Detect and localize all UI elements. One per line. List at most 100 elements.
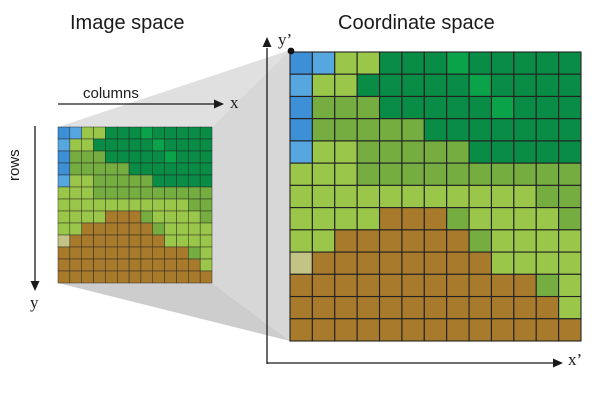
coordinate-space-cell (378, 162, 403, 186)
image-space-cell (81, 138, 94, 152)
image-space-cell (69, 222, 82, 236)
coordinate-space-cell (356, 229, 381, 253)
image-space-cell (81, 198, 94, 212)
image-space-cell (57, 162, 71, 176)
coordinate-space-cell (401, 118, 425, 142)
coordinate-space-cell (401, 51, 425, 75)
coordinate-space-cell (378, 229, 403, 253)
coordinate-space-cell (311, 229, 336, 253)
coordinate-space-cell (289, 295, 313, 320)
coordinate-space-cell (289, 184, 313, 209)
coordinate-space-cell (468, 73, 493, 98)
coordinate-space-cell (468, 207, 493, 231)
coordinate-space-cell (558, 95, 582, 120)
image-space-cell (93, 138, 106, 152)
image-space-cell (69, 210, 82, 224)
image-space-cell (152, 222, 165, 236)
coordinate-space-cell (468, 273, 493, 298)
coordinate-space-cell (446, 95, 470, 120)
origin-point (287, 47, 295, 55)
image-space-cell (199, 246, 213, 260)
coordinate-space-cell (423, 318, 448, 342)
coordinate-space-cell (356, 140, 381, 164)
coordinate-space-cell (446, 207, 470, 231)
coordinate-space-cell (490, 207, 515, 231)
image-space-cell (199, 186, 213, 200)
coordinate-space-cell (401, 162, 425, 186)
projection-frustum-top (58, 50, 290, 127)
image-space-cell (57, 150, 71, 164)
image-space-cell (164, 246, 177, 260)
image-space-cell (176, 174, 189, 188)
coordinate-space-cell (490, 295, 515, 320)
coordinate-space-cell (356, 207, 381, 231)
image-space-cell (128, 198, 142, 212)
coordinate-space-cell (356, 162, 381, 186)
coordinate-space-cell (289, 51, 313, 75)
coordinate-space-cell (311, 140, 336, 164)
y-prime-label: y’ (278, 30, 293, 49)
image-space-cell (105, 138, 118, 152)
coordinate-space-cell (356, 118, 381, 142)
image-space-cell (128, 126, 142, 140)
coordinate-space-cell (334, 207, 358, 231)
coordinate-space-title: Coordinate space (338, 12, 495, 34)
image-space-cell (81, 258, 94, 272)
image-space-cell (140, 222, 153, 236)
image-space-cell (140, 198, 153, 212)
image-space-cell (117, 138, 130, 152)
image-space-cell (81, 186, 94, 200)
coordinate-space-cell (558, 273, 582, 298)
image-space-cell (152, 234, 165, 248)
coordinate-space-cell (378, 251, 403, 275)
coordinate-space-cell (289, 229, 313, 253)
x-prime-axis-arrowhead (553, 358, 563, 368)
image-space-cell (57, 198, 71, 212)
image-space-raster (57, 126, 213, 284)
coordinate-space-cell (289, 162, 313, 186)
image-space-cell (199, 198, 213, 212)
image-space-cell (57, 234, 71, 248)
image-space-cell (93, 198, 106, 212)
coordinate-space-cell (311, 162, 336, 186)
coordinate-space-cell (446, 140, 470, 164)
coordinate-space-cell (513, 295, 537, 320)
image-space-cell (69, 198, 82, 212)
image-space-cell (93, 126, 106, 140)
image-space-cell (199, 150, 213, 164)
image-space-cell (117, 258, 130, 272)
coordinate-space-cell (311, 73, 336, 98)
image-space-cell (81, 270, 94, 284)
coordinate-space-cell (535, 295, 560, 320)
image-space-cell (69, 246, 82, 260)
image-space-cell (128, 150, 142, 164)
coordinate-space-cell (401, 229, 425, 253)
image-space-cell (188, 222, 201, 236)
image-space-cell (164, 210, 177, 224)
coordinate-space-cell (535, 140, 560, 164)
coordinate-space-cell (490, 95, 515, 120)
image-space-cell (140, 138, 153, 152)
coordinate-space-cell (446, 51, 470, 75)
image-space-cell (199, 258, 213, 272)
image-space-cell (128, 234, 142, 248)
coordinate-space-cell (401, 73, 425, 98)
image-space-cell (188, 174, 201, 188)
image-space-cell (140, 270, 153, 284)
coordinate-space-cell (356, 184, 381, 209)
coordinate-space-cell (378, 140, 403, 164)
coordinate-space-cell (334, 95, 358, 120)
image-space-cell (81, 126, 94, 140)
image-space-cell (117, 198, 130, 212)
image-space-cell (176, 222, 189, 236)
image-space-cell (128, 174, 142, 188)
image-space-cell (152, 186, 165, 200)
image-space-cell (105, 210, 118, 224)
image-space-cell (57, 210, 71, 224)
coordinate-space-cell (423, 162, 448, 186)
coordinate-space-cell (356, 273, 381, 298)
image-space-cell (69, 162, 82, 176)
coordinate-space-cell (378, 318, 403, 342)
image-space-cell (69, 138, 82, 152)
image-space-cell (69, 186, 82, 200)
